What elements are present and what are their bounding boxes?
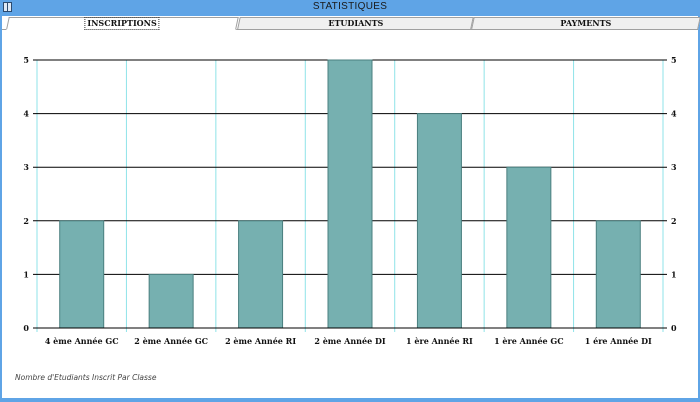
window-bottom-border — [0, 398, 700, 402]
x-tick-label: 4 ème Année GC — [45, 336, 119, 346]
y-tick-label-left: 0 — [23, 323, 29, 333]
tab-inscriptions-label: INSCRIPTIONS — [84, 17, 161, 30]
tab-inscriptions[interactable]: INSCRIPTIONS — [6, 17, 239, 30]
y-tick-label-right: 5 — [671, 55, 677, 65]
y-tick-label-right: 4 — [671, 109, 677, 119]
x-tick-label: 1 ére Année DI — [585, 336, 652, 346]
y-tick-label-left: 4 — [23, 109, 29, 119]
y-tick-label-left: 1 — [23, 269, 29, 279]
window-title: STATISTIQUES — [312, 1, 388, 12]
y-tick-label-left: 5 — [23, 55, 29, 65]
x-tick-label: 2 ème Année DI — [314, 336, 386, 346]
bar — [238, 220, 284, 329]
tab-content-panel — [2, 29, 698, 397]
y-tick-label-right: 3 — [671, 162, 677, 172]
x-tick-label: 2 ème Année RI — [225, 336, 296, 346]
bar — [595, 220, 641, 329]
app-icon[interactable] — [3, 2, 12, 12]
y-tick-label-left: 2 — [23, 216, 29, 226]
y-tick-label-right: 1 — [671, 269, 677, 279]
bar — [506, 166, 552, 329]
bar — [327, 59, 373, 329]
x-tick-label: 1 ère Année GC — [494, 336, 564, 346]
bar — [148, 273, 194, 329]
x-tick-label: 2 ème Année GC — [134, 336, 208, 346]
bar — [416, 113, 462, 329]
title-bar[interactable]: STATISTIQUES — [0, 0, 700, 16]
bar — [59, 220, 105, 329]
y-tick-label-left: 3 — [23, 162, 29, 172]
y-tick-label-right: 2 — [671, 216, 677, 226]
chart-caption: Nombre d'Etudiants Inscrit Par Classe — [15, 373, 157, 382]
y-tick-label-right: 0 — [671, 323, 677, 333]
bar-chart: 0 0 1 1 2 2 3 3 4 4 5 5 4 ème Année GC 2 ème Année GC… — [23, 55, 677, 346]
x-tick-label: 1 ère Année RI — [406, 336, 473, 346]
